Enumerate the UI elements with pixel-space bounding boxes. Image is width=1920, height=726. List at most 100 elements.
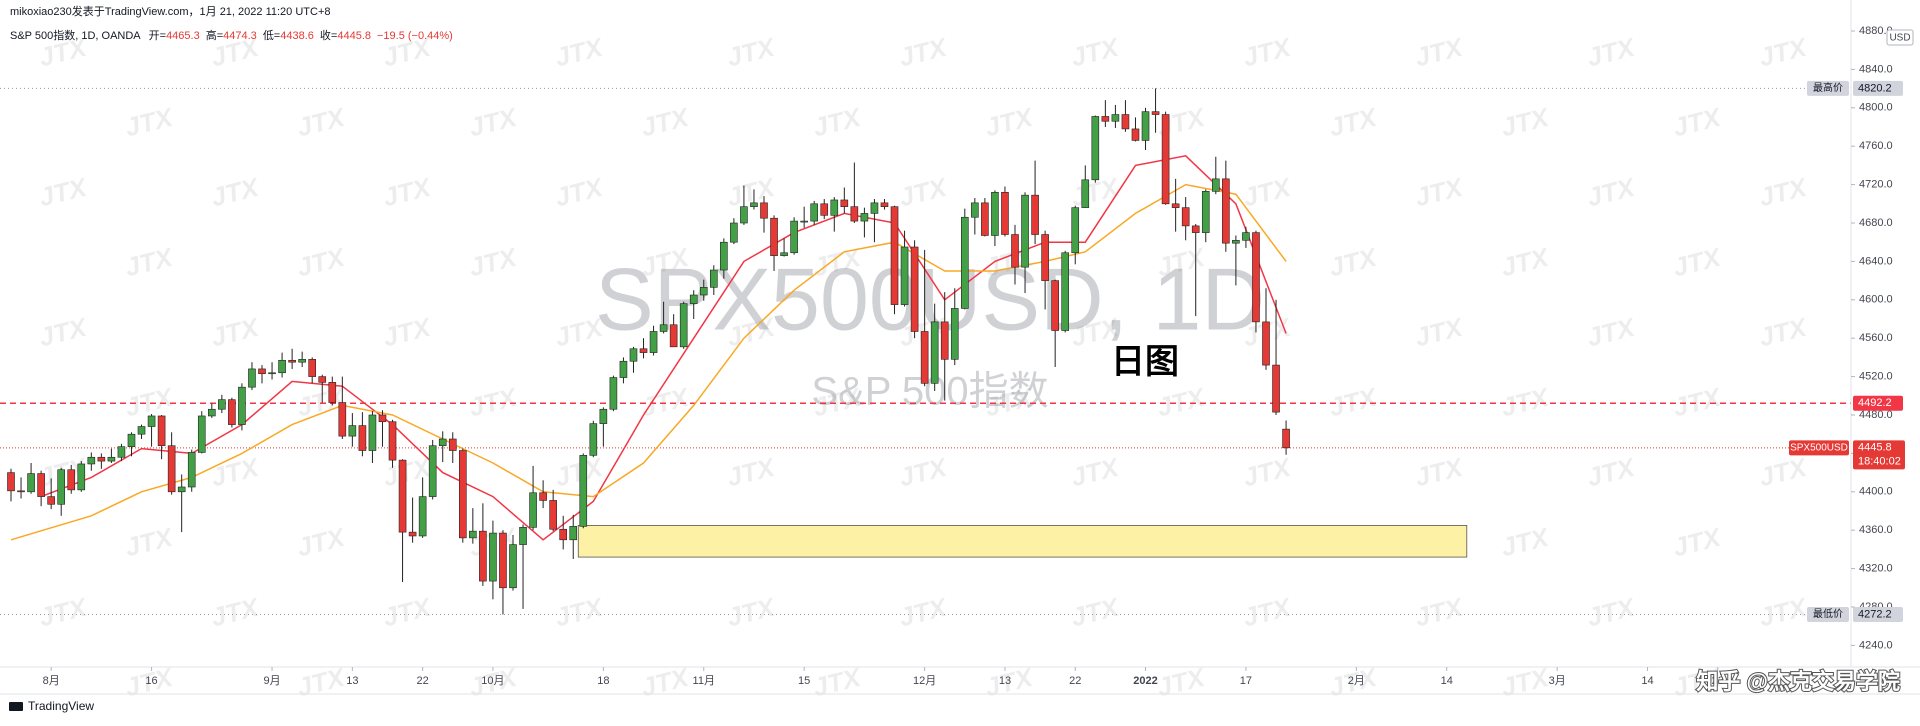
watermark: JTX bbox=[380, 591, 435, 632]
candle-body bbox=[499, 532, 507, 589]
candle-body bbox=[549, 500, 557, 530]
watermark-subtitle: S&P 500指数 bbox=[811, 370, 1048, 414]
y-tick-label: 4480.0 bbox=[1859, 409, 1893, 421]
candle-body bbox=[519, 527, 527, 545]
candle-body bbox=[469, 530, 477, 539]
watermark: JTX bbox=[294, 241, 349, 282]
candle-body bbox=[328, 382, 337, 403]
candle-body bbox=[930, 321, 939, 384]
watermark: JTX bbox=[36, 171, 91, 212]
candle-body bbox=[1031, 194, 1039, 235]
y-tick-label: 4760.0 bbox=[1859, 140, 1893, 152]
watermark: JTX bbox=[1756, 31, 1811, 72]
watermark: JTX bbox=[1240, 451, 1295, 492]
candle-body bbox=[7, 472, 15, 492]
watermark: JTX bbox=[1498, 101, 1553, 142]
candle-body bbox=[1001, 191, 1009, 235]
candle-body bbox=[87, 456, 96, 465]
currency: USD bbox=[1889, 33, 1910, 44]
candle-body bbox=[1141, 111, 1150, 141]
watermark: JTX bbox=[1240, 591, 1295, 632]
candle-body bbox=[840, 199, 849, 207]
watermark: JTX bbox=[810, 661, 865, 702]
watermark: JTX bbox=[208, 591, 263, 632]
watermark: JTX bbox=[1240, 171, 1295, 212]
change: −19.5 (−0.44%) bbox=[377, 30, 453, 42]
x-tick-label: 14 bbox=[1641, 675, 1653, 687]
candle-body bbox=[1282, 428, 1290, 449]
candle-body bbox=[950, 308, 959, 360]
x-tick-label: 10月 bbox=[481, 675, 504, 687]
candle-body bbox=[228, 399, 236, 425]
y-tick-label: 4320.0 bbox=[1859, 563, 1893, 575]
watermark: JTX bbox=[466, 381, 521, 422]
x-tick-label: 23 bbox=[1712, 675, 1724, 687]
ohlc-value: 4474.3 bbox=[223, 30, 257, 42]
candle-body bbox=[17, 490, 25, 493]
candle-body bbox=[981, 202, 989, 236]
candle-body bbox=[539, 492, 547, 501]
last-name-box bbox=[1789, 440, 1849, 456]
candle-body bbox=[388, 421, 397, 461]
watermark: JTX bbox=[1584, 591, 1639, 632]
x-tick-label: 18 bbox=[597, 675, 609, 687]
candle-body bbox=[1222, 178, 1230, 244]
watermark: JTX bbox=[1498, 381, 1553, 422]
candle-body bbox=[800, 220, 808, 223]
watermark: JTX bbox=[1412, 311, 1467, 352]
watermark: JTX bbox=[294, 521, 349, 562]
candle-body bbox=[599, 408, 608, 424]
candle-body bbox=[689, 294, 698, 304]
watermark: JTX bbox=[122, 521, 177, 562]
candle-body bbox=[1091, 116, 1100, 181]
candle-body bbox=[1011, 234, 1019, 268]
candle-body bbox=[609, 377, 618, 410]
watermark: JTX bbox=[1498, 661, 1553, 702]
candle-body bbox=[1101, 116, 1110, 122]
candle-body bbox=[679, 303, 688, 348]
watermark: JTX bbox=[1326, 381, 1381, 422]
candle-body bbox=[559, 528, 568, 541]
candle-body bbox=[900, 246, 909, 305]
watermark: JTX bbox=[724, 31, 779, 72]
level-name: 最低价 bbox=[1813, 607, 1843, 620]
candle-body bbox=[971, 202, 979, 218]
y-tick-label: 4600.0 bbox=[1859, 294, 1893, 306]
candle-body bbox=[278, 359, 286, 374]
y-tick-label: 4360.0 bbox=[1859, 524, 1893, 536]
candle-body bbox=[1131, 128, 1140, 141]
watermark: JTX bbox=[1584, 171, 1639, 212]
candle-body bbox=[1051, 280, 1059, 331]
candle-body bbox=[870, 202, 879, 214]
watermark: JTX bbox=[1756, 591, 1811, 632]
candle-body bbox=[1151, 111, 1160, 115]
price-axis bbox=[1851, 0, 1920, 667]
watermark: JTX bbox=[1584, 311, 1639, 352]
x-tick-label: 2022 bbox=[1133, 675, 1157, 687]
publisher: mikoxiao230发表于TradingView.com，1月 21, 202… bbox=[10, 4, 330, 18]
candle-body bbox=[1161, 114, 1170, 205]
candle-body bbox=[1021, 194, 1029, 268]
ohlc-label: 高= bbox=[206, 28, 223, 42]
candle-body bbox=[860, 213, 869, 222]
watermark: JTX bbox=[552, 171, 607, 212]
candle-body bbox=[308, 359, 317, 377]
candle-body bbox=[1081, 179, 1090, 208]
level-name-box bbox=[1807, 80, 1849, 96]
watermark: JTX bbox=[1240, 31, 1295, 72]
candle-body bbox=[197, 415, 206, 453]
candle-body bbox=[1121, 114, 1130, 130]
watermark: JTX bbox=[380, 171, 435, 212]
candle-body bbox=[910, 246, 919, 332]
candle-body bbox=[750, 202, 758, 207]
last-price: 4445.8 bbox=[1858, 442, 1892, 454]
watermark: JTX bbox=[810, 101, 865, 142]
price-tag-label: 4820.2 bbox=[1858, 82, 1892, 94]
candle-body bbox=[880, 202, 889, 207]
y-tick-label: 4720.0 bbox=[1859, 179, 1893, 191]
candle-body bbox=[147, 415, 156, 427]
x-tick-label: 17 bbox=[1240, 675, 1252, 687]
watermark: JTX bbox=[36, 591, 91, 632]
candle-body bbox=[1252, 232, 1260, 323]
candle-body bbox=[1111, 114, 1120, 122]
